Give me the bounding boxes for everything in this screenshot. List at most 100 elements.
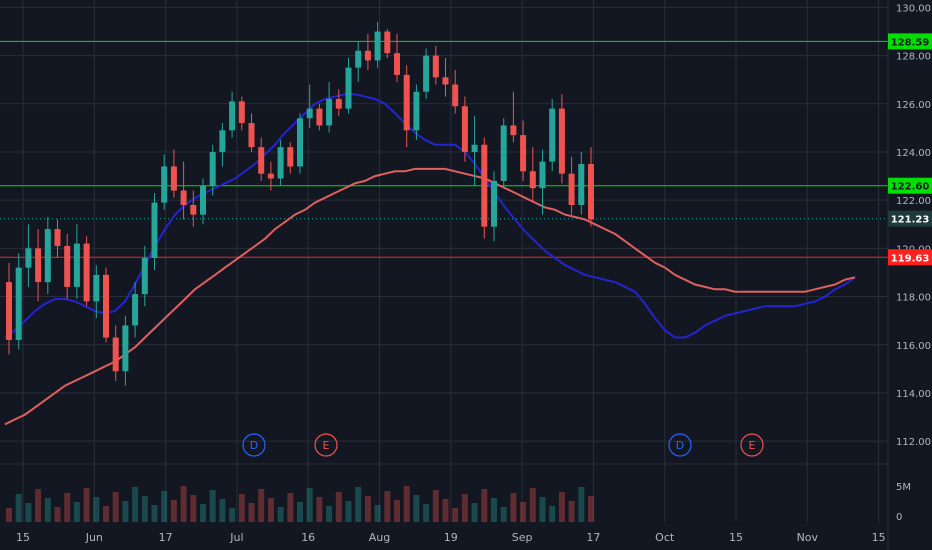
volume-bar — [510, 493, 517, 522]
y-tick-label: 118.00 — [896, 293, 931, 304]
candle — [44, 217, 51, 295]
event-marker-circle — [668, 433, 692, 457]
candle-body — [452, 84, 459, 107]
volume-bar — [209, 490, 216, 522]
candle-body — [432, 55, 439, 78]
candle-body — [25, 248, 32, 268]
candle — [170, 149, 177, 198]
candle — [558, 94, 565, 184]
volume-bar — [335, 492, 342, 522]
candle-body — [277, 147, 284, 179]
volume-bar — [238, 494, 245, 522]
volume-bar — [394, 500, 400, 522]
level-price-tag-text: 128.59 — [891, 37, 930, 48]
candle-body — [132, 294, 139, 326]
candle — [355, 41, 362, 83]
volume-bar — [287, 493, 294, 522]
volume-bar — [44, 498, 51, 522]
candle-body — [229, 101, 236, 131]
candle — [103, 267, 109, 343]
y-tick-label: 112.00 — [896, 437, 931, 448]
volume-bar — [190, 495, 197, 522]
volume-bar — [132, 487, 139, 522]
event-marker: D — [668, 433, 692, 457]
level-price-tag: 119.63 — [888, 249, 932, 266]
candle-body — [510, 125, 517, 136]
volume-bar — [161, 491, 168, 522]
volume-bar — [374, 505, 381, 522]
candle-body — [35, 248, 42, 283]
candle-body — [588, 164, 594, 220]
volume-bar — [103, 506, 109, 522]
candle-body — [122, 325, 129, 372]
candle — [200, 178, 206, 225]
candle-body — [6, 282, 12, 340]
volume-bar — [112, 492, 119, 522]
candle — [64, 233, 71, 299]
volume-bar — [64, 493, 71, 522]
volume-bar — [248, 503, 255, 522]
x-tick-label: Oct — [655, 531, 675, 544]
candle-body — [326, 98, 333, 126]
x-tick-label: 19 — [444, 531, 458, 544]
candle — [442, 58, 449, 97]
x-tick-label: 17 — [586, 531, 600, 544]
volume-bar — [529, 488, 536, 522]
candle-body — [15, 267, 22, 340]
x-tick-label: Sep — [512, 531, 533, 544]
candle-body — [103, 274, 109, 338]
volume-bar — [35, 489, 42, 522]
event-marker-circle — [740, 433, 764, 457]
x-tick-label: 15 — [729, 531, 743, 544]
volume-bar — [432, 490, 439, 522]
volume-bar — [423, 504, 430, 522]
candle — [394, 33, 400, 83]
candle — [510, 91, 517, 143]
event-marker-label: D — [676, 439, 684, 452]
candle-body — [578, 164, 585, 205]
candle — [258, 137, 265, 181]
volume-bar — [558, 492, 565, 522]
candle-body — [44, 229, 51, 283]
candle-body — [141, 258, 148, 295]
candle — [432, 45, 439, 85]
candle-body — [54, 229, 61, 246]
x-tick-label: 15 — [16, 531, 30, 544]
candle-body — [161, 166, 168, 203]
candle — [229, 91, 236, 138]
volume-pane: 5M 0 — [0, 463, 911, 523]
candle — [151, 192, 158, 271]
level-price-tag-text: 119.63 — [891, 253, 930, 264]
volume-bar — [355, 487, 362, 522]
grid-lines — [0, 0, 888, 522]
candle — [588, 147, 594, 227]
volume-bar — [481, 489, 488, 522]
candle-body — [471, 144, 478, 152]
candle — [132, 282, 139, 338]
candle-body — [355, 50, 362, 68]
candle-body — [539, 161, 546, 189]
x-tick-label: 15 — [872, 531, 886, 544]
volume-bar — [568, 501, 575, 522]
time-axis[interactable]: 15 Jun 17 Jul 16 Aug 19 Sep 17 Oct 15 Nov 15 — [16, 531, 886, 544]
y-tick-label: 126.00 — [896, 100, 931, 111]
volume-bar — [277, 507, 284, 522]
candle-body — [180, 190, 187, 205]
candle-body — [394, 53, 400, 75]
volume-bar — [326, 506, 333, 522]
candle — [35, 229, 42, 302]
candle-body — [83, 243, 90, 302]
volume-bar — [6, 508, 12, 522]
last-price-tag-text: 121.23 — [891, 215, 930, 226]
y-tick-label: 124.00 — [896, 148, 931, 159]
volume-bar — [229, 508, 236, 522]
candle-body — [500, 125, 507, 181]
candle — [423, 48, 430, 99]
candle-body — [93, 274, 100, 302]
candles — [6, 21, 594, 386]
event-marker: D — [242, 433, 266, 457]
candle — [326, 82, 333, 133]
volume-bar — [151, 505, 158, 522]
level-price-tag-bg — [888, 249, 932, 266]
